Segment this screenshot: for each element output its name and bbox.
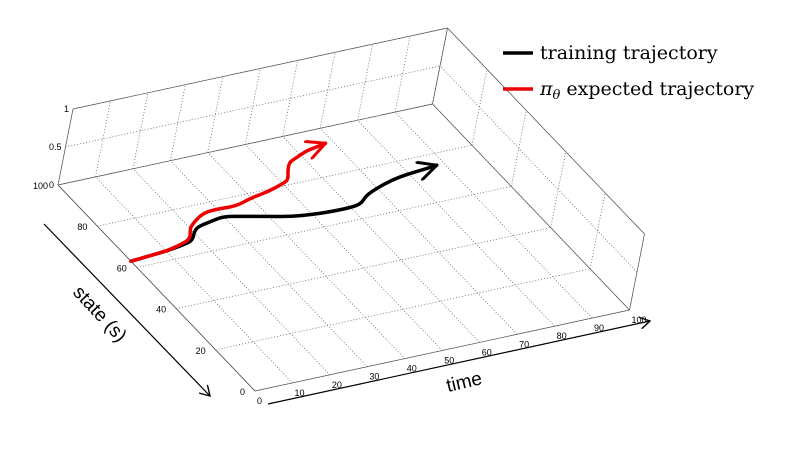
x-tick-label: 10 [294,388,304,398]
y-axis-arrow [43,223,210,396]
grid-line-wall [447,27,645,235]
x-axis-title: time [444,368,484,397]
grid-line-wall [629,233,645,311]
grid-line-wall [95,100,111,177]
x-tick-label: 20 [332,380,342,390]
grid-line-wall [57,103,433,186]
grid-line-wall [65,65,441,148]
grid-line-wall [57,108,74,186]
y-tick-label: 60 [117,263,127,273]
legend: training trajectory πθ expected trajecto… [503,42,754,103]
grid-line-x [207,152,406,359]
grid-line-x [57,184,256,392]
grid-line-x [282,136,480,343]
grid-line-x [170,160,368,367]
x-tick-label: 40 [407,364,417,374]
z-tick-label: 0.5 [49,142,62,152]
z-tick-label: 1 [64,104,69,114]
grid-line-x [95,176,293,384]
x-tick-label: 90 [594,323,604,333]
x-tick-label: 60 [482,347,492,357]
grid-line-wall [394,36,411,113]
grid-line-wall [432,103,630,311]
series-line-expected [129,143,328,263]
grid-line-y [97,144,472,227]
x-tick-label: 70 [519,339,529,349]
grid-line-wall [282,60,299,137]
grid-line-y [136,186,512,268]
x-tick-label: 80 [557,331,567,341]
y-tick-label: 100 [33,181,48,191]
grid-line-y [254,309,630,392]
legend-label-training: training trajectory [540,42,718,64]
grid-line-wall [432,27,448,105]
grid-line-x [244,144,443,351]
grid-line-wall [510,110,527,187]
y-axis-title: state (s) [68,282,130,347]
grid-line-wall [72,27,448,110]
grid-line-wall [589,192,606,269]
x-tick-label: 30 [369,372,379,382]
x-axis-arrow [267,321,650,405]
x-tick-label: 50 [444,356,454,366]
grid-line-wall [207,76,224,153]
grid-line-y [176,227,551,309]
grid-line-x [394,111,593,319]
grid-line-wall [439,65,638,273]
grid-line-wall [471,69,488,146]
legend-label-expected: πθ expected trajectory [539,78,754,103]
grid-line-x [357,119,555,327]
grid-line-wall [132,92,149,169]
grid-line-x [319,128,518,335]
y-tick-label: 20 [196,346,206,356]
x-tick-label: 0 [257,396,262,406]
z-tick-label: 0 [49,180,54,190]
grid-line-wall [357,44,373,121]
series-lines [129,143,439,263]
grid-lines [57,27,645,392]
y-tick-label: 0 [240,387,245,397]
y-tick-label: 80 [77,222,87,232]
grid-line-wall [244,68,261,145]
grid-line-x [132,168,331,376]
grid-line-y [215,268,591,351]
grid-line-wall [319,52,336,129]
grid-line-wall [550,151,567,228]
y-tick-label: 40 [156,305,166,315]
grid-line-wall [170,84,186,161]
